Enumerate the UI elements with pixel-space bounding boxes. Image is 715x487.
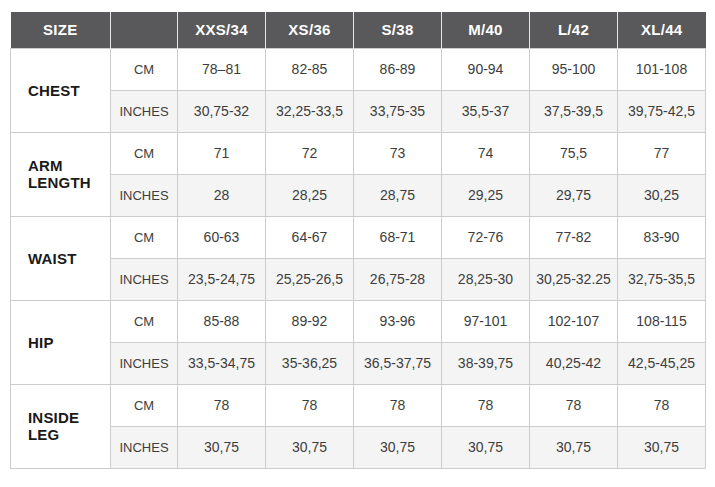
size-column-header: SIZE [11,12,111,48]
value-cell: 78 [530,384,618,426]
value-cell: 75,5 [530,132,618,174]
value-cell: 74 [442,132,530,174]
value-cell: 28,25 [266,174,354,216]
table-row: INCHES 23,5-24,75 25,25-26,5 26,75-28 28… [11,258,706,300]
value-cell: 35,5-37 [442,90,530,132]
value-cell: 78 [618,384,706,426]
table-row: INSIDE LEG CM 78 78 78 78 78 78 [11,384,706,426]
size-header-m40: M/40 [442,12,530,48]
value-cell: 78 [442,384,530,426]
value-cell: 101-108 [618,48,706,90]
value-cell: 90-94 [442,48,530,90]
value-cell: 77-82 [530,216,618,258]
unit-column-header [111,12,178,48]
unit-label: INCHES [111,342,178,384]
value-cell: 32,25-33,5 [266,90,354,132]
value-cell: 25,25-26,5 [266,258,354,300]
value-cell: 35-36,25 [266,342,354,384]
value-cell: 28,75 [354,174,442,216]
value-cell: 108-115 [618,300,706,342]
value-cell: 73 [354,132,442,174]
unit-label: INCHES [111,174,178,216]
unit-label: CM [111,300,178,342]
value-cell: 33,75-35 [354,90,442,132]
value-cell: 78 [178,384,266,426]
unit-label: CM [111,216,178,258]
value-cell: 60-63 [178,216,266,258]
value-cell: 23,5-24,75 [178,258,266,300]
row-label-waist: WAIST [11,216,111,300]
value-cell: 38-39,75 [442,342,530,384]
value-cell: 72 [266,132,354,174]
value-cell: 30,75 [178,426,266,468]
unit-label: INCHES [111,90,178,132]
row-label-arm-length: ARM LENGTH [11,132,111,216]
unit-label: CM [111,384,178,426]
size-header-s38: S/38 [354,12,442,48]
value-cell: 40,25-42 [530,342,618,384]
unit-label: INCHES [111,258,178,300]
table-row: INCHES 30,75 30,75 30,75 30,75 30,75 30,… [11,426,706,468]
value-cell: 29,75 [530,174,618,216]
unit-label: CM [111,132,178,174]
value-cell: 30,75-32 [178,90,266,132]
size-chart-table: SIZE XXS/34 XS/36 S/38 M/40 L/42 XL/44 C… [10,12,706,469]
value-cell: 42,5-45,25 [618,342,706,384]
size-chart-header: SIZE XXS/34 XS/36 S/38 M/40 L/42 XL/44 [11,12,706,48]
value-cell: 30,25 [618,174,706,216]
value-cell: 86-89 [354,48,442,90]
size-header-l42: L/42 [530,12,618,48]
value-cell: 26,75-28 [354,258,442,300]
size-chart-page: SIZE XXS/34 XS/36 S/38 M/40 L/42 XL/44 C… [0,0,715,487]
value-cell: 78–81 [178,48,266,90]
value-cell: 36,5-37,75 [354,342,442,384]
value-cell: 37,5-39,5 [530,90,618,132]
value-cell: 78 [266,384,354,426]
table-row: INCHES 33,5-34,75 35-36,25 36,5-37,75 38… [11,342,706,384]
unit-label: INCHES [111,426,178,468]
value-cell: 68-71 [354,216,442,258]
value-cell: 72-76 [442,216,530,258]
value-cell: 77 [618,132,706,174]
table-row: CHEST CM 78–81 82-85 86-89 90-94 95-100 … [11,48,706,90]
value-cell: 85-88 [178,300,266,342]
value-cell: 71 [178,132,266,174]
value-cell: 30,75 [442,426,530,468]
value-cell: 30,75 [618,426,706,468]
unit-label: CM [111,48,178,90]
table-row: INCHES 30,75-32 32,25-33,5 33,75-35 35,5… [11,90,706,132]
value-cell: 33,5-34,75 [178,342,266,384]
value-cell: 89-92 [266,300,354,342]
table-row: WAIST CM 60-63 64-67 68-71 72-76 77-82 8… [11,216,706,258]
value-cell: 82-85 [266,48,354,90]
value-cell: 30,75 [354,426,442,468]
row-label-hip: HIP [11,300,111,384]
value-cell: 28 [178,174,266,216]
value-cell: 93-96 [354,300,442,342]
row-label-inside-leg: INSIDE LEG [11,384,111,468]
value-cell: 39,75-42,5 [618,90,706,132]
value-cell: 83-90 [618,216,706,258]
size-header-xxs34: XXS/34 [178,12,266,48]
value-cell: 78 [354,384,442,426]
size-header-xl44: XL/44 [618,12,706,48]
value-cell: 30,75 [266,426,354,468]
value-cell: 95-100 [530,48,618,90]
table-row: INCHES 28 28,25 28,75 29,25 29,75 30,25 [11,174,706,216]
value-cell: 30,25-32.25 [530,258,618,300]
value-cell: 32,75-35,5 [618,258,706,300]
row-label-chest: CHEST [11,48,111,132]
value-cell: 30,75 [530,426,618,468]
size-header-xs36: XS/36 [266,12,354,48]
value-cell: 29,25 [442,174,530,216]
value-cell: 102-107 [530,300,618,342]
value-cell: 28,25-30 [442,258,530,300]
table-row: ARM LENGTH CM 71 72 73 74 75,5 77 [11,132,706,174]
value-cell: 97-101 [442,300,530,342]
value-cell: 64-67 [266,216,354,258]
table-row: HIP CM 85-88 89-92 93-96 97-101 102-107 … [11,300,706,342]
header-row: SIZE XXS/34 XS/36 S/38 M/40 L/42 XL/44 [11,12,706,48]
